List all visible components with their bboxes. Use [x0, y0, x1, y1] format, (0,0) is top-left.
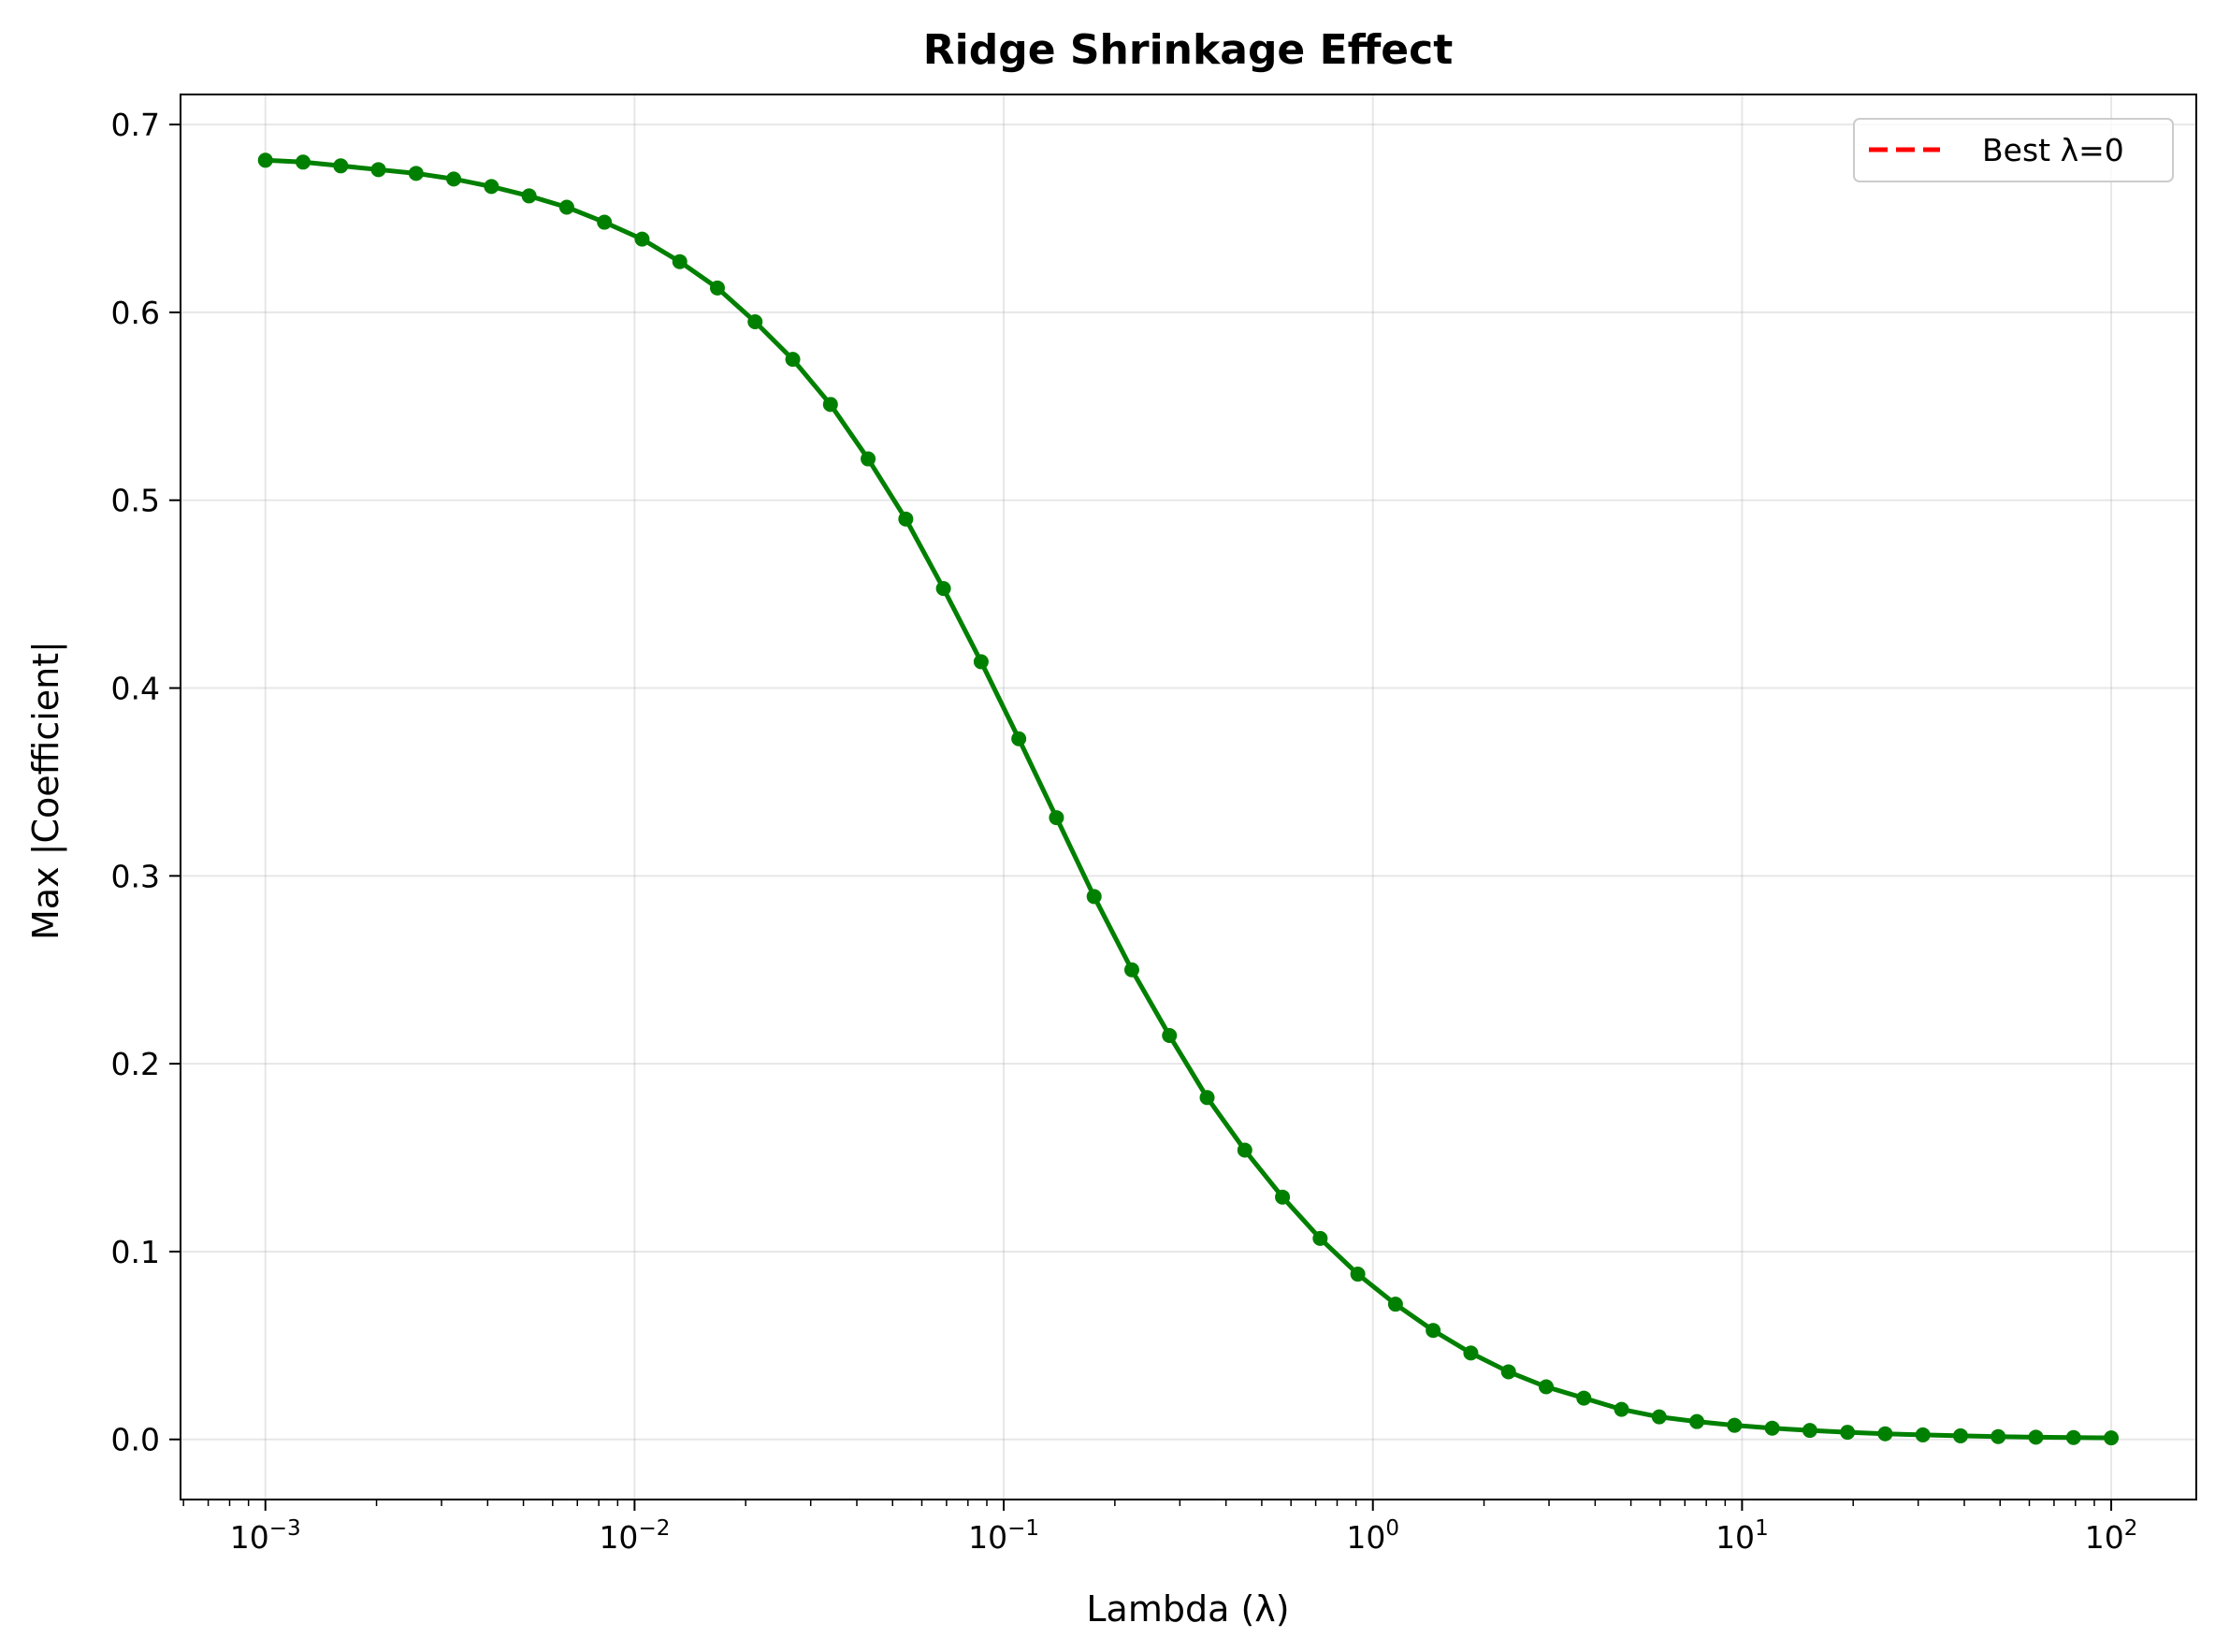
data-point — [1500, 1364, 1516, 1380]
data-point — [1086, 889, 1102, 905]
data-point — [747, 313, 763, 329]
data-point — [1764, 1420, 1780, 1436]
data-point — [935, 581, 951, 597]
data-point — [634, 231, 650, 247]
y-tick-label: 0.0 — [111, 1422, 160, 1458]
data-point — [1011, 731, 1027, 746]
data-point — [333, 158, 349, 174]
data-point — [446, 171, 462, 187]
x-tick-label: 100 — [1346, 1516, 1399, 1556]
data-point — [370, 162, 386, 178]
y-tick-label: 0.5 — [111, 483, 160, 519]
x-tick-label: 101 — [1716, 1516, 1769, 1556]
data-point — [861, 451, 876, 467]
data-point — [408, 166, 424, 181]
data-point — [672, 254, 688, 269]
data-point — [1426, 1323, 1441, 1339]
data-point — [2028, 1429, 2044, 1445]
data-point — [822, 397, 838, 413]
data-point — [785, 352, 801, 368]
data-point — [1049, 810, 1064, 826]
data-point — [1538, 1379, 1554, 1395]
data-point — [1727, 1417, 1743, 1433]
data-point — [2065, 1429, 2081, 1445]
axis-ticks: 10−3 10−2 10−1 100 101 102 0.0 0.1 0.2 0.3 0.4 0.5 0… — [111, 107, 2138, 1556]
data-point — [484, 179, 499, 195]
x-axis-label: Lambda (λ) — [1086, 1588, 1289, 1630]
data-point — [1463, 1345, 1479, 1361]
data-point — [1952, 1427, 1968, 1443]
data-point — [1576, 1390, 1592, 1406]
x-tick-label: 10−2 — [599, 1516, 670, 1556]
data-point — [1802, 1423, 1817, 1439]
x-tick-label: 10−1 — [968, 1516, 1039, 1556]
y-tick-label: 0.4 — [111, 671, 160, 707]
x-tick-label: 10−3 — [230, 1516, 301, 1556]
data-point — [2104, 1430, 2120, 1446]
data-point — [1162, 1028, 1178, 1044]
data-point — [296, 154, 311, 170]
data-point — [709, 280, 725, 296]
data-point — [597, 214, 613, 230]
y-tick-label: 0.2 — [111, 1046, 160, 1082]
data-point — [1991, 1428, 2006, 1444]
y-tick-label: 0.6 — [111, 295, 160, 331]
data-point — [1877, 1426, 1893, 1442]
y-tick-label: 0.7 — [111, 107, 160, 143]
chart-title: Ridge Shrinkage Effect — [923, 26, 1454, 74]
data-point — [521, 188, 537, 204]
data-point — [257, 152, 273, 168]
data-point — [898, 511, 914, 527]
y-axis-label: Max |Coefficient| — [25, 641, 67, 940]
data-point — [1275, 1189, 1291, 1205]
data-point — [1387, 1297, 1403, 1312]
y-tick-label: 0.1 — [111, 1234, 160, 1270]
data-point — [558, 199, 574, 215]
legend-box — [1853, 118, 2174, 182]
legend-label-best-lambda: Best λ=0 — [1982, 132, 2124, 168]
data-point — [1614, 1401, 1629, 1417]
series-layer — [257, 152, 2120, 1446]
data-point — [1915, 1427, 1931, 1442]
x-tick-label: 102 — [2085, 1516, 2138, 1556]
data-point — [1237, 1142, 1252, 1158]
data-point — [973, 654, 989, 670]
legend: Best λ=0 — [1853, 118, 2174, 182]
data-point — [1689, 1413, 1705, 1429]
plot-frame — [180, 94, 2197, 1500]
data-point — [1350, 1267, 1366, 1282]
data-point — [1199, 1090, 1215, 1106]
y-tick-label: 0.3 — [111, 858, 160, 894]
data-point — [1123, 962, 1139, 978]
data-point — [1651, 1409, 1667, 1425]
data-point — [1840, 1425, 1856, 1441]
data-point — [1312, 1230, 1328, 1246]
